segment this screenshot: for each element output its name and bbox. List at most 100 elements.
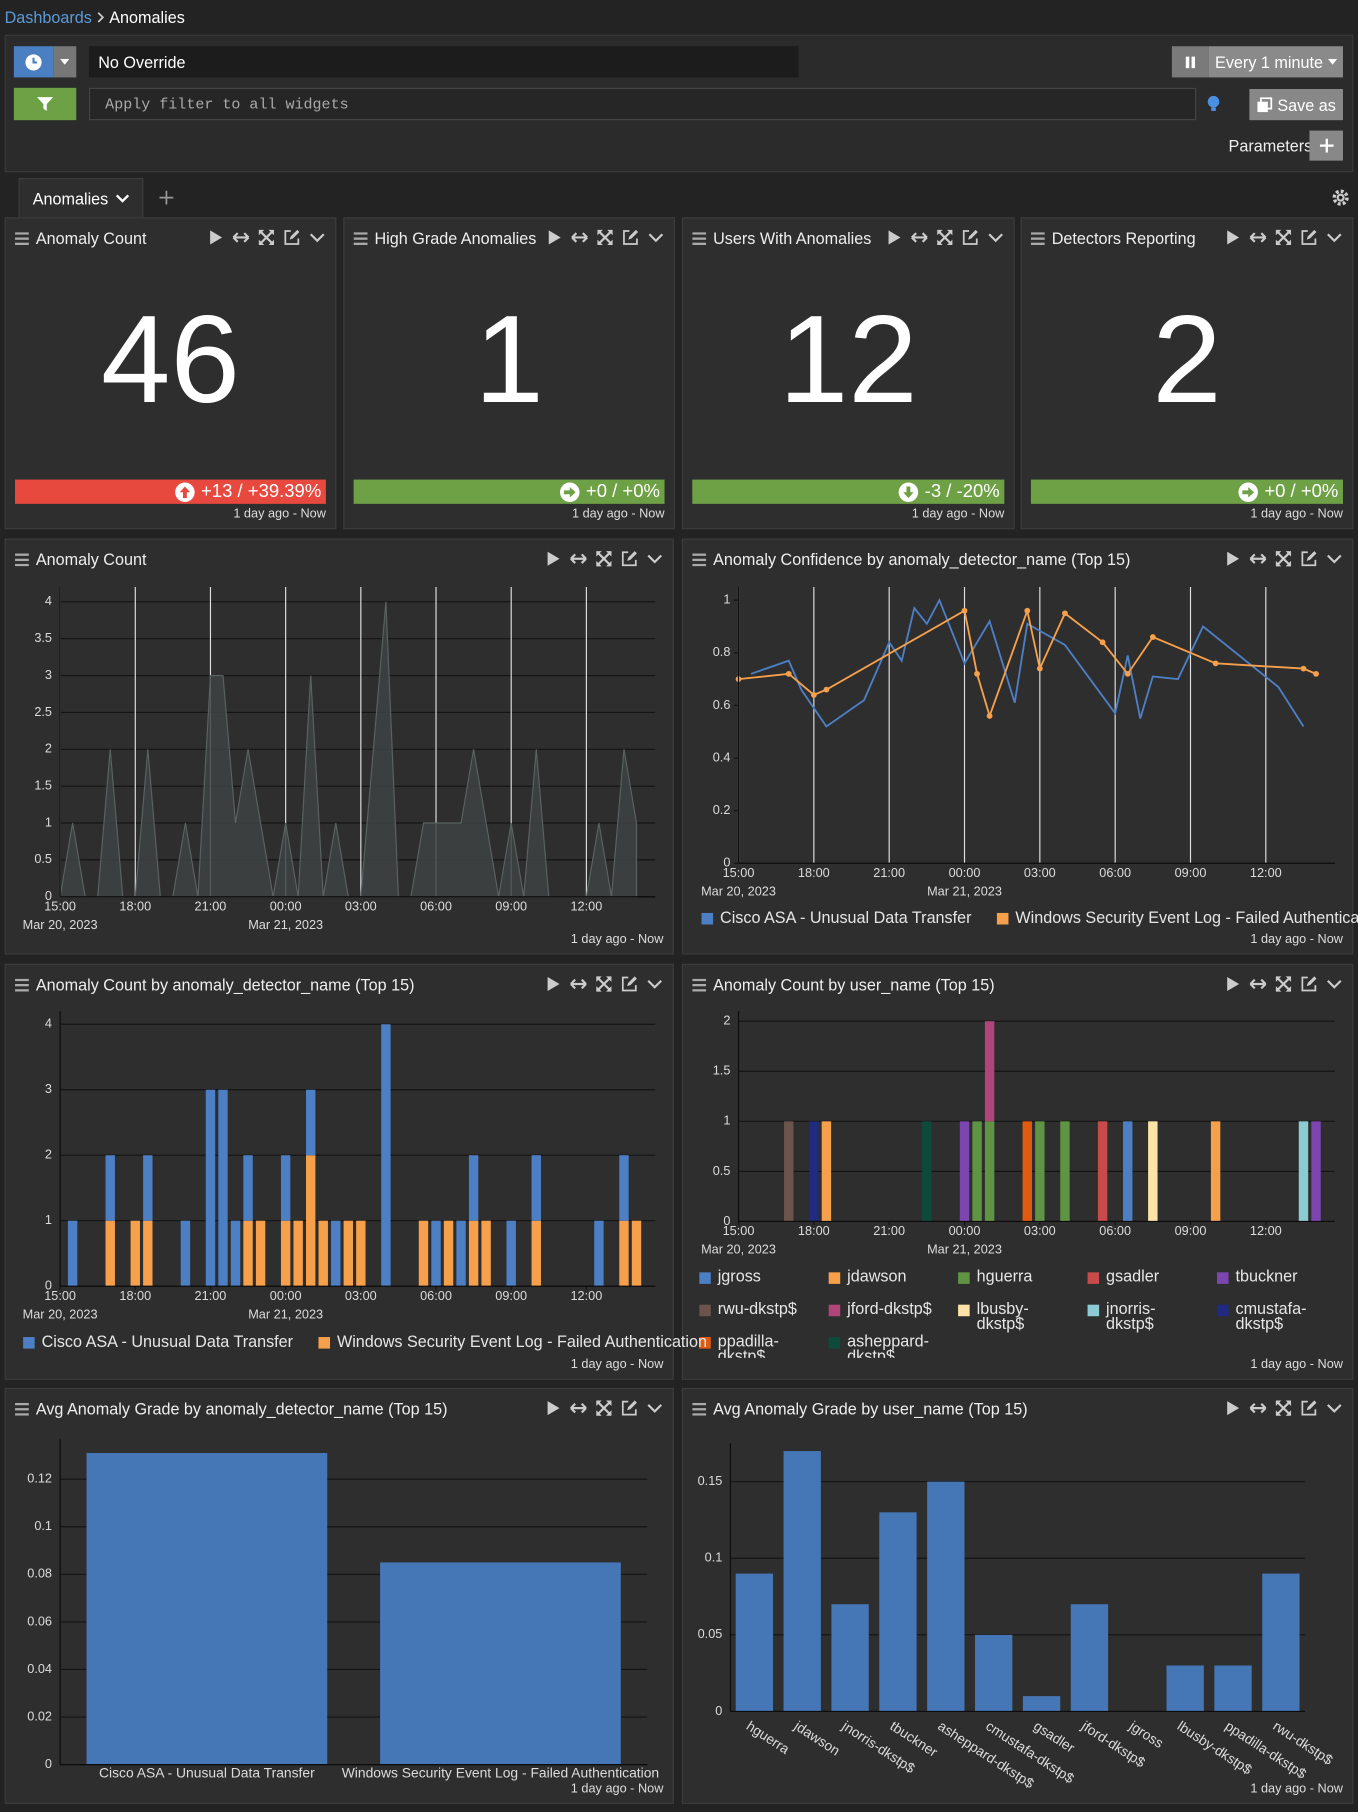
widget-footer: 1 day ago - Now	[1250, 1781, 1343, 1796]
trend-icon	[1238, 481, 1258, 502]
resize-icon[interactable]	[232, 229, 250, 246]
tab[interactable]: Anomalies	[18, 177, 144, 218]
widget-actions	[1224, 975, 1343, 992]
settings-icon[interactable]	[1331, 188, 1349, 206]
maximize-icon[interactable]	[1275, 229, 1292, 246]
breadcrumb-link[interactable]: Dashboards	[4, 8, 92, 27]
run-icon[interactable]	[544, 1399, 561, 1416]
maximize-icon[interactable]	[258, 229, 275, 246]
edit-icon[interactable]	[1300, 975, 1317, 992]
maximize-icon[interactable]	[936, 229, 953, 246]
pause-button[interactable]	[1171, 46, 1209, 78]
edit-icon[interactable]	[962, 229, 979, 246]
widget-actions	[885, 229, 1004, 246]
run-icon[interactable]	[544, 550, 561, 567]
collapse-icon[interactable]	[647, 229, 664, 246]
drag-handle[interactable]	[692, 553, 707, 567]
collapse-icon[interactable]	[646, 975, 663, 992]
drag-handle[interactable]	[15, 553, 29, 567]
stat-value: 2	[1152, 288, 1222, 429]
widget-title: Anomaly Count	[35, 550, 147, 569]
add-tab-button[interactable]	[159, 190, 174, 205]
drag-handle[interactable]	[692, 1402, 707, 1416]
legend-item: lbusby-dkstp$	[958, 1299, 1087, 1331]
run-icon[interactable]	[1224, 550, 1241, 567]
maximize-icon[interactable]	[1275, 975, 1292, 992]
filter-button[interactable]	[13, 87, 77, 121]
drag-handle[interactable]	[692, 978, 707, 992]
resize-icon[interactable]	[1249, 229, 1267, 246]
drag-handle[interactable]	[15, 978, 29, 992]
edit-icon[interactable]	[1300, 550, 1317, 567]
drag-handle[interactable]	[353, 232, 368, 245]
hint-icon[interactable]	[1205, 95, 1221, 113]
resize-icon[interactable]	[1249, 550, 1267, 567]
edit-icon[interactable]	[621, 975, 638, 992]
run-icon[interactable]	[1224, 975, 1241, 992]
maximize-icon[interactable]	[595, 1399, 612, 1416]
collapse-icon[interactable]	[646, 1399, 663, 1416]
legend-item: tbuckner	[1216, 1267, 1346, 1299]
save-as-button[interactable]: Save as	[1249, 88, 1343, 121]
legend-item: asheppard-dkstp$	[828, 1331, 958, 1358]
run-icon[interactable]	[1224, 229, 1241, 246]
refresh-dropdown[interactable]: Every 1 minute	[1208, 46, 1343, 78]
maximize-icon[interactable]	[1275, 1399, 1292, 1416]
parameters-add-button[interactable]	[1309, 130, 1343, 161]
filter-input[interactable]: Apply filter to all widgets	[88, 87, 1197, 121]
resize-icon[interactable]	[571, 229, 588, 246]
time-button[interactable]	[13, 46, 54, 78]
collapse-icon[interactable]	[309, 229, 326, 246]
edit-icon[interactable]	[621, 550, 638, 567]
legend-label: jford-dkstp$	[847, 1298, 932, 1318]
edit-icon[interactable]	[1300, 229, 1317, 246]
resize-icon[interactable]	[1249, 975, 1267, 992]
run-icon[interactable]	[546, 229, 563, 246]
legend-swatch	[1087, 1272, 1100, 1284]
legend-label: asheppard-dkstp$	[847, 1331, 930, 1358]
trend-icon	[898, 481, 919, 502]
collapse-icon[interactable]	[1326, 975, 1343, 992]
edit-icon[interactable]	[621, 1399, 638, 1416]
collapse-icon[interactable]	[1326, 1399, 1343, 1416]
widget-title: Anomaly Count by user_name (Top 15)	[713, 975, 995, 994]
time-override-input[interactable]: No Override	[88, 46, 799, 78]
run-icon[interactable]	[885, 229, 902, 246]
legend-label: gsadler	[1106, 1266, 1160, 1286]
drag-handle[interactable]	[1030, 232, 1045, 245]
resize-icon[interactable]	[570, 550, 587, 567]
collapse-icon[interactable]	[987, 229, 1004, 246]
maximize-icon[interactable]	[1275, 550, 1292, 567]
legend-swatch	[699, 1304, 711, 1317]
edit-icon[interactable]	[283, 229, 300, 246]
collapse-icon[interactable]	[646, 550, 663, 567]
maximize-icon[interactable]	[595, 975, 612, 992]
stat-change-label: +13 / +39.39%	[200, 481, 322, 501]
legend-swatch	[958, 1272, 970, 1284]
drag-handle[interactable]	[15, 1402, 29, 1416]
legend-item: cmustafa-dkstp$	[1216, 1299, 1346, 1331]
run-icon[interactable]	[544, 975, 561, 992]
resize-icon[interactable]	[911, 229, 928, 246]
collapse-icon[interactable]	[1326, 229, 1343, 246]
collapse-icon[interactable]	[1326, 550, 1343, 567]
widget-footer: 1 day ago - Now	[1250, 1357, 1343, 1372]
edit-icon[interactable]	[622, 229, 639, 246]
resize-icon[interactable]	[570, 1399, 587, 1416]
resize-icon[interactable]	[1249, 1399, 1267, 1416]
legend-label: rwu-dkstp$	[717, 1298, 797, 1318]
time-dropdown[interactable]	[53, 46, 77, 78]
legend-swatch	[828, 1304, 841, 1317]
drag-handle[interactable]	[692, 232, 707, 245]
drag-handle[interactable]	[15, 232, 29, 245]
resize-icon[interactable]	[570, 975, 587, 992]
run-icon[interactable]	[1224, 1399, 1241, 1416]
widget: Detectors Reporting 1 day ago - Now 2 +0 / …	[1020, 217, 1354, 530]
edit-icon[interactable]	[1300, 1399, 1317, 1416]
maximize-icon[interactable]	[595, 550, 612, 567]
maximize-icon[interactable]	[596, 229, 613, 246]
run-icon[interactable]	[207, 229, 224, 246]
save-as-label: Save as	[1277, 95, 1336, 114]
legend-item: jdawson	[828, 1267, 958, 1299]
widget-actions	[207, 229, 326, 246]
